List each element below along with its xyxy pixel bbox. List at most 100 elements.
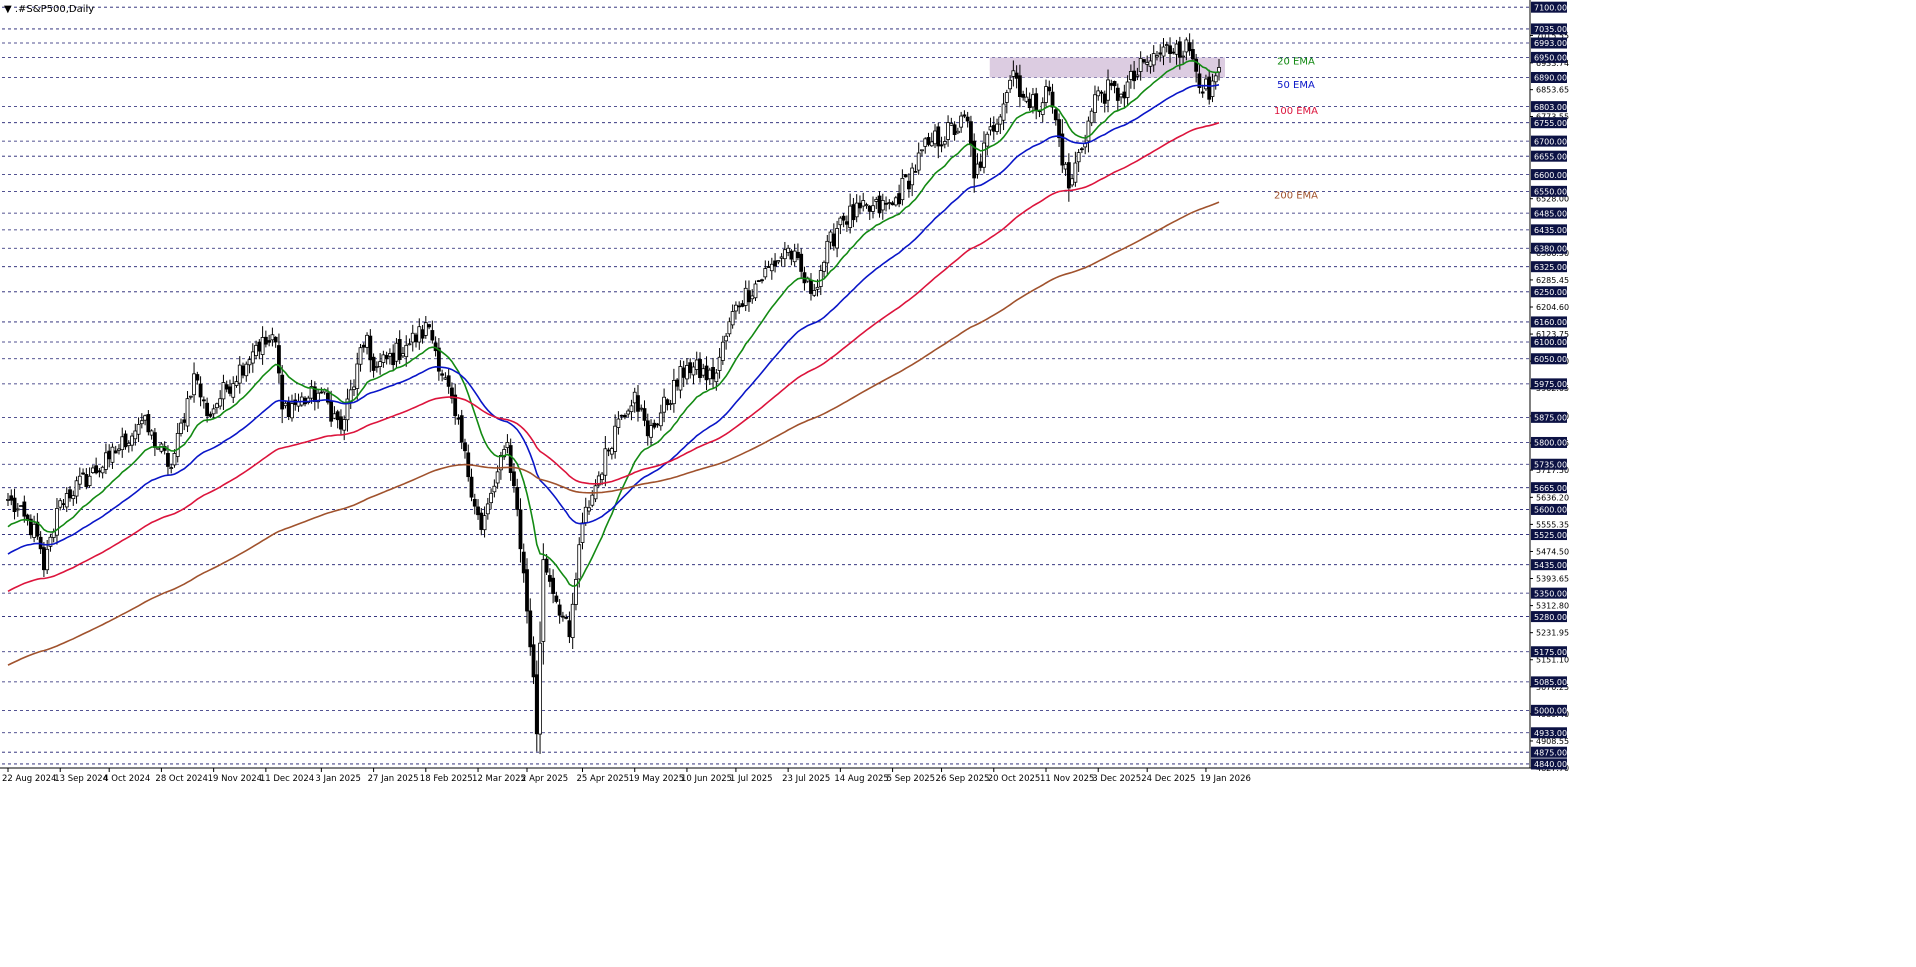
candle-body: [998, 116, 1003, 125]
candle-body: [335, 411, 340, 421]
candle-body: [1102, 93, 1107, 104]
candle-body: [450, 387, 454, 399]
candle-body: [1161, 46, 1166, 57]
price-tick-label: 5231.95: [1536, 629, 1569, 638]
candle-body: [782, 249, 787, 260]
candle-body: [365, 334, 369, 348]
candle-body: [799, 253, 804, 272]
time-tick-label: 12 Mar 2025: [472, 774, 526, 784]
candle-body: [211, 408, 216, 415]
price-level-label: 6435.00: [1534, 226, 1567, 235]
candle-body: [71, 495, 76, 500]
candle-body: [407, 343, 412, 346]
candle-body: [149, 430, 154, 436]
candle-body: [1145, 62, 1150, 65]
candle-body: [221, 382, 226, 400]
ema-label: 200 EMA: [1274, 190, 1318, 201]
candle-body: [1050, 91, 1055, 108]
candle-body: [675, 379, 680, 387]
candle-body: [949, 122, 954, 126]
candle-body: [1177, 41, 1182, 58]
candle-body: [528, 610, 533, 648]
candle-body: [1171, 51, 1176, 54]
candle-body: [665, 399, 670, 406]
candle-body: [126, 442, 131, 447]
candle-body: [1031, 94, 1035, 108]
candle-body: [1138, 57, 1143, 72]
candle-body: [404, 344, 409, 358]
candle-body: [463, 442, 467, 452]
time-tick-label: 10 Jun 2025: [681, 774, 732, 784]
candle-body: [48, 536, 53, 547]
price-level-label: 6993.00: [1534, 39, 1567, 48]
price-level-label: 6700.00: [1534, 137, 1567, 146]
price-level-label: 6380.00: [1534, 244, 1567, 253]
candle-body: [969, 121, 973, 146]
price-level-label: 5525.00: [1534, 531, 1567, 540]
candle-body: [472, 498, 477, 507]
candle-body: [959, 115, 964, 128]
candle-body: [453, 394, 458, 417]
candle-body: [270, 334, 275, 341]
candle-body: [822, 261, 826, 272]
price-tick-label: 7015.55: [1536, 31, 1569, 40]
candle-body: [691, 366, 696, 376]
candle-body: [929, 141, 934, 147]
ema-label: 20 EMA: [1277, 56, 1315, 67]
candle-body: [61, 503, 66, 505]
candle-body: [600, 473, 604, 480]
candle-body: [244, 363, 249, 377]
candle-body: [247, 359, 252, 366]
ema-200-line: [7, 201, 1220, 666]
candle-body: [926, 137, 931, 145]
candle-body: [554, 595, 559, 602]
candle-body: [156, 447, 161, 450]
candle-body: [267, 340, 272, 343]
candle-body: [920, 149, 924, 152]
candle-body: [933, 130, 937, 145]
candle-body: [1073, 162, 1078, 183]
candle-body: [136, 424, 141, 435]
candle-body: [476, 506, 480, 516]
candle-body: [1060, 133, 1065, 166]
price-tick-label: 5393.65: [1536, 575, 1569, 584]
candle-body: [1066, 162, 1071, 189]
candle-body: [172, 453, 177, 466]
candle-body: [639, 407, 644, 410]
candle-body: [1004, 92, 1009, 103]
candle-body: [512, 471, 516, 487]
candle-body: [459, 415, 464, 443]
price-level-label: 6950.00: [1534, 54, 1567, 63]
candle-body: [355, 363, 360, 389]
price-tick-label: 5474.50: [1536, 547, 1569, 556]
candle-body: [505, 442, 510, 449]
candle-body: [913, 170, 918, 173]
grid-lines: [2, 6, 1530, 765]
candle-body: [107, 450, 112, 460]
time-tick-label: 26 Sep 2025: [936, 774, 990, 784]
candle-body: [619, 414, 624, 417]
candle-body: [254, 344, 258, 357]
candle-body: [1184, 39, 1189, 53]
candle-body: [1076, 152, 1081, 163]
candle-body: [1063, 163, 1068, 170]
candle-body: [694, 359, 699, 370]
candle-body: [397, 339, 402, 361]
candle-body: [763, 268, 768, 278]
price-level-box: [1531, 646, 1567, 658]
ema-20-line: [7, 59, 1220, 588]
candle-body: [250, 351, 255, 364]
candle-body: [358, 347, 363, 365]
candle-body: [848, 205, 853, 229]
candle-body: [319, 391, 324, 394]
candle-body: [773, 260, 777, 267]
candle-body: [636, 395, 640, 412]
candle-body: [564, 616, 569, 619]
candle-body: [166, 453, 170, 467]
candle-body: [858, 202, 862, 209]
price-level-label: 6655.00: [1534, 152, 1567, 161]
time-tick-label: 4 Oct 2024: [103, 774, 150, 784]
